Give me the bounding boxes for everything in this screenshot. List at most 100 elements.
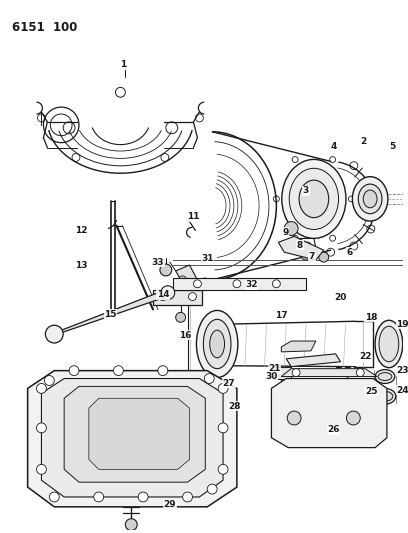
Polygon shape <box>51 290 170 334</box>
Text: 30: 30 <box>265 372 277 381</box>
Ellipse shape <box>374 389 396 404</box>
Text: 32: 32 <box>246 280 258 289</box>
Circle shape <box>193 280 202 288</box>
Polygon shape <box>275 367 291 378</box>
Ellipse shape <box>203 319 231 369</box>
Circle shape <box>218 423 228 433</box>
Text: 17: 17 <box>275 311 288 320</box>
Circle shape <box>339 367 348 375</box>
Circle shape <box>45 325 63 343</box>
Polygon shape <box>64 386 205 482</box>
Circle shape <box>183 492 193 502</box>
Text: 26: 26 <box>327 425 340 434</box>
Polygon shape <box>336 367 360 375</box>
Polygon shape <box>271 378 387 448</box>
Text: 20: 20 <box>334 293 347 302</box>
Polygon shape <box>281 341 316 352</box>
Polygon shape <box>42 378 223 497</box>
Text: 29: 29 <box>164 500 176 510</box>
Circle shape <box>158 366 168 376</box>
Polygon shape <box>176 265 197 285</box>
Polygon shape <box>153 290 202 304</box>
Text: 24: 24 <box>397 386 408 395</box>
Ellipse shape <box>358 184 382 214</box>
Polygon shape <box>89 398 189 470</box>
Circle shape <box>49 492 59 502</box>
Circle shape <box>125 519 137 530</box>
Ellipse shape <box>196 310 238 377</box>
Text: 18: 18 <box>365 313 377 322</box>
Circle shape <box>356 369 364 376</box>
Circle shape <box>37 383 47 393</box>
Circle shape <box>287 411 301 425</box>
Text: 7: 7 <box>309 252 315 261</box>
Text: 4: 4 <box>330 142 337 151</box>
Circle shape <box>301 250 311 260</box>
Text: 31: 31 <box>201 254 213 263</box>
Polygon shape <box>28 370 237 507</box>
Circle shape <box>188 293 196 301</box>
Text: 13: 13 <box>75 261 87 270</box>
Circle shape <box>176 312 186 322</box>
Circle shape <box>218 464 228 474</box>
Text: 33: 33 <box>152 257 164 266</box>
Text: 25: 25 <box>365 387 377 396</box>
Circle shape <box>284 222 298 236</box>
Circle shape <box>94 492 104 502</box>
Circle shape <box>273 280 280 288</box>
Circle shape <box>179 276 186 284</box>
Ellipse shape <box>353 176 388 221</box>
Text: 21: 21 <box>268 364 281 373</box>
Ellipse shape <box>210 330 224 358</box>
Circle shape <box>346 411 360 425</box>
Circle shape <box>160 264 172 276</box>
Text: 6151  100: 6151 100 <box>12 21 77 34</box>
Polygon shape <box>281 369 377 376</box>
Text: 2: 2 <box>360 137 366 146</box>
Ellipse shape <box>289 168 339 230</box>
Circle shape <box>218 383 228 393</box>
Ellipse shape <box>375 370 395 383</box>
Text: 16: 16 <box>179 330 192 340</box>
Ellipse shape <box>377 391 393 401</box>
Circle shape <box>313 435 323 445</box>
Circle shape <box>233 280 241 288</box>
Circle shape <box>319 252 329 262</box>
Polygon shape <box>173 278 306 290</box>
Circle shape <box>113 366 123 376</box>
Circle shape <box>348 367 356 375</box>
Text: 28: 28 <box>228 402 241 410</box>
Ellipse shape <box>299 180 329 217</box>
Text: 22: 22 <box>359 352 371 361</box>
Circle shape <box>204 374 214 383</box>
Text: 23: 23 <box>397 366 408 375</box>
Text: 19: 19 <box>397 320 408 329</box>
Circle shape <box>292 369 300 376</box>
Circle shape <box>69 366 79 376</box>
Circle shape <box>161 286 175 300</box>
Circle shape <box>309 176 333 200</box>
Circle shape <box>44 376 54 385</box>
Circle shape <box>159 293 167 301</box>
Circle shape <box>138 492 148 502</box>
Polygon shape <box>278 237 324 260</box>
Text: 27: 27 <box>223 379 235 388</box>
Text: 12: 12 <box>75 226 87 235</box>
Ellipse shape <box>379 326 399 362</box>
Text: 8: 8 <box>297 241 303 250</box>
Circle shape <box>37 423 47 433</box>
Text: 14: 14 <box>157 290 169 299</box>
Text: 1: 1 <box>120 60 126 69</box>
Text: 5: 5 <box>390 142 396 151</box>
Ellipse shape <box>375 320 403 368</box>
Text: 3: 3 <box>303 187 309 196</box>
Text: 15: 15 <box>104 310 117 319</box>
Circle shape <box>37 464 47 474</box>
Ellipse shape <box>363 190 377 208</box>
Ellipse shape <box>282 159 346 238</box>
Text: 9: 9 <box>282 228 288 237</box>
Polygon shape <box>286 354 341 367</box>
Ellipse shape <box>378 373 392 381</box>
Circle shape <box>207 484 217 494</box>
Text: 11: 11 <box>187 212 200 221</box>
